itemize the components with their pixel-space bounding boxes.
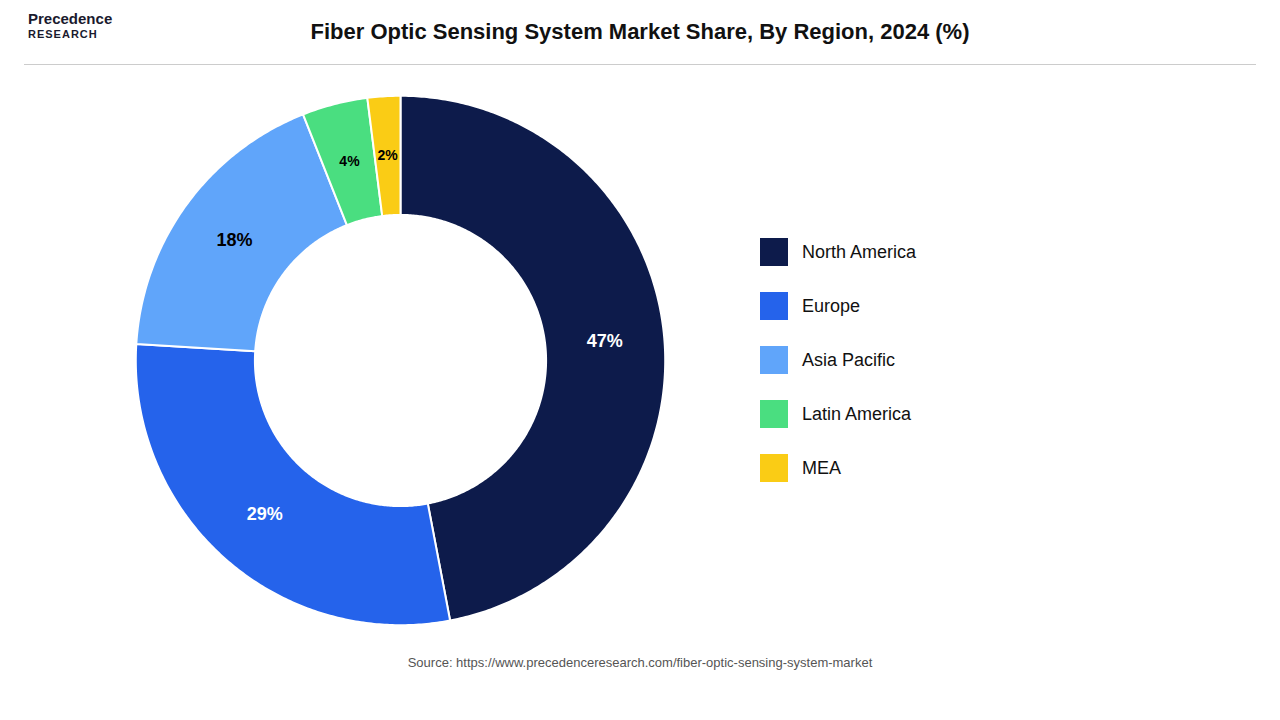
svg-text:47%: 47%: [587, 331, 623, 351]
html-text:Precedence: Precedence: [28, 10, 113, 27]
html-text:North America: North America: [802, 241, 916, 262]
svg-text:29%: 29%: [247, 504, 283, 524]
html-text:Source: https://www.precedence: Source: https://www.precedenceresearch.c…: [407, 655, 873, 670]
svg-text:4%: 4%: [339, 153, 360, 169]
html-text:Fiber Optic Sensing System Mar: Fiber Optic Sensing System Market Share,…: [310, 19, 970, 44]
html-text:Asia Pacific: Asia Pacific: [802, 349, 895, 370]
html-text:Latin America: Latin America: [802, 403, 912, 424]
svg-text:18%: 18%: [217, 230, 253, 250]
html-text:RESEARCH: RESEARCH: [28, 28, 98, 40]
html-text:MEA: MEA: [802, 457, 841, 478]
html-text:Europe: Europe: [802, 295, 860, 316]
svg-text:2%: 2%: [378, 147, 399, 163]
